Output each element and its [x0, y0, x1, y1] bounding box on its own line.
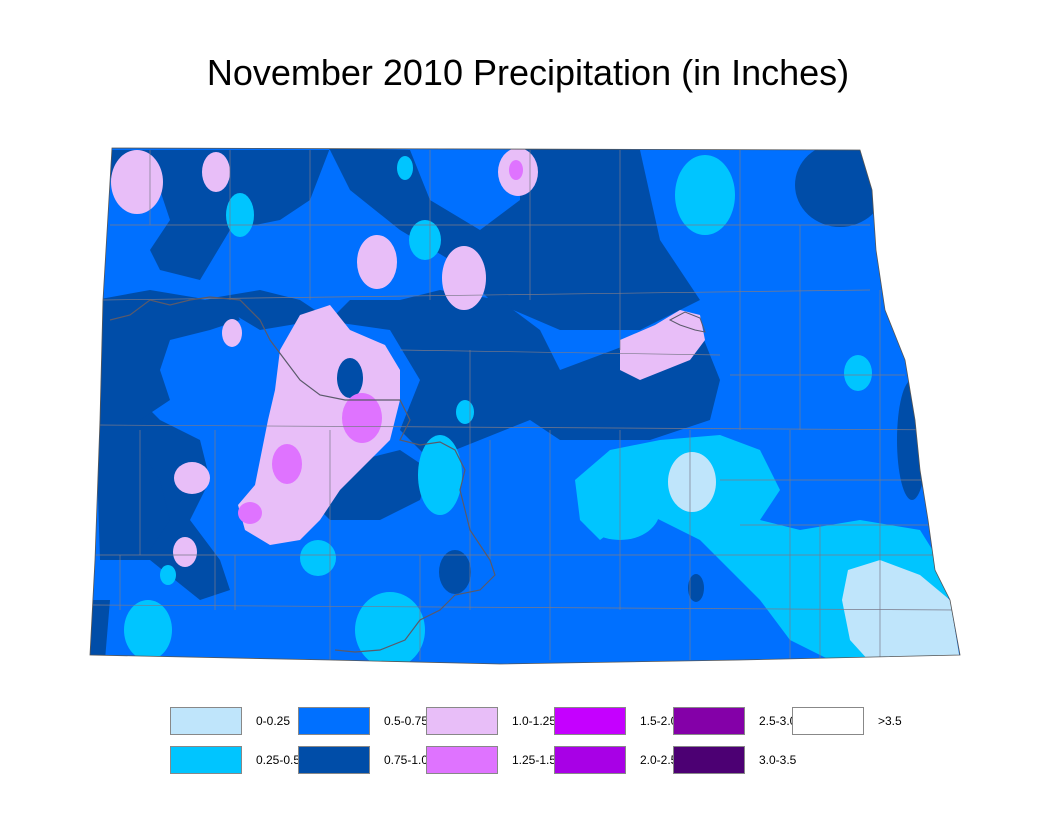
zone-lightest-c: [668, 452, 716, 512]
map-title: November 2010 Precipitation (in Inches): [206, 52, 850, 93]
zone-dark-bottom-left: [90, 600, 110, 660]
zone-pink-w1: [222, 319, 242, 347]
zone-pink-ne: [620, 310, 705, 380]
county-boundaries: [91, 150, 960, 660]
zone-cyan-c2: [456, 400, 474, 424]
zone-pink-w3: [173, 537, 197, 567]
zone-magenta-2: [272, 444, 302, 484]
zone-pink-nw: [111, 150, 163, 214]
zone-cyan-e1: [844, 355, 872, 391]
missouri-river: [109, 296, 496, 653]
state-outline: [89, 147, 961, 665]
zone-cyan-c3: [300, 540, 336, 576]
lake-sakakawea: [668, 311, 706, 333]
zone-pink-n1: [202, 152, 230, 192]
zone-cyan-n2: [226, 193, 254, 237]
zone-dark-west2: [95, 290, 720, 460]
zone-magenta-4: [509, 160, 523, 180]
precipitation-zones: [90, 148, 960, 664]
zone-dark-se: [688, 574, 704, 602]
zone-dark-sc: [439, 550, 471, 594]
zone-dark-hole: [337, 358, 363, 398]
zone-pink-w2: [174, 462, 210, 494]
zone-lightest-se: [842, 560, 960, 662]
zone-cyan-n1: [675, 155, 735, 235]
zone-cyan-sw2: [160, 565, 176, 585]
zone-cyan-n3: [409, 220, 441, 260]
zone-pink-n3: [357, 235, 397, 289]
zone-dark-east: [897, 380, 927, 500]
zone-dark-west3: [100, 300, 240, 560]
zone-magenta-3: [238, 502, 262, 524]
zone-cyan-sw1: [124, 600, 172, 660]
zone-dark-west: [100, 148, 700, 330]
zone-magenta-1: [342, 393, 382, 443]
zone-cyan-c1: [418, 435, 462, 515]
zone-pink-n4: [442, 246, 486, 310]
zone-cyan-n4: [397, 156, 413, 180]
zone-cyan-s2: [355, 592, 425, 664]
zone-dark-ne: [795, 148, 885, 227]
